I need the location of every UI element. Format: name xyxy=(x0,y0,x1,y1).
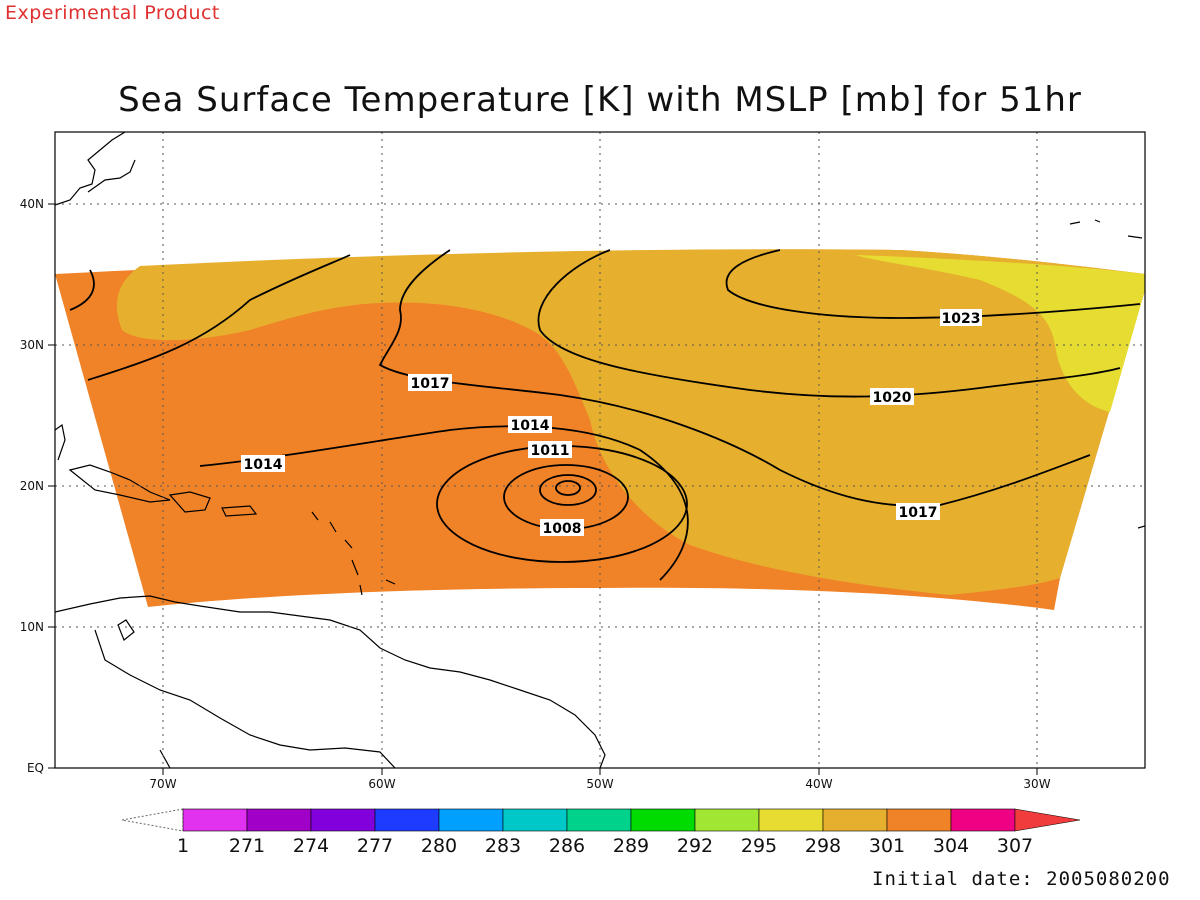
isobar-1023 xyxy=(725,249,1141,319)
y-tick-40n: 40N xyxy=(20,197,44,211)
south-america-coast xyxy=(55,595,606,768)
sst-region-301 xyxy=(116,249,1145,595)
colorbar-label: 295 xyxy=(741,835,777,857)
isobar-1020 xyxy=(537,249,1121,398)
small-islands-east xyxy=(1069,219,1145,529)
coastlines xyxy=(55,132,1145,768)
lesser-antilles xyxy=(311,511,396,596)
colorbar-cell xyxy=(822,808,888,832)
svg-text:1014: 1014 xyxy=(244,457,283,473)
colorbar-label: 286 xyxy=(549,835,585,857)
y-tick-30n: 30N xyxy=(20,338,44,352)
isobar-1005 xyxy=(539,474,597,506)
svg-text:1011: 1011 xyxy=(531,443,570,459)
colorbar-cell xyxy=(374,808,440,832)
colorbar-label: 289 xyxy=(613,835,649,857)
isobar-label-1023: 1023 xyxy=(940,309,982,327)
colorbar-cell xyxy=(694,808,760,832)
south-america-interior xyxy=(94,629,396,768)
axis-ticks xyxy=(48,203,1038,775)
colorbar-upper-arrow xyxy=(1014,808,1081,832)
lake-maracaibo xyxy=(117,619,135,641)
x-tick-40w: 40W xyxy=(805,777,832,791)
x-tick-70w: 70W xyxy=(149,777,176,791)
isobar-1002 xyxy=(555,480,581,496)
colorbar-label: 301 xyxy=(869,835,905,857)
colorbar-cells xyxy=(182,808,1016,832)
x-tick-30w: 30W xyxy=(1023,777,1050,791)
colorbar-label: 307 xyxy=(997,835,1033,857)
isobar-1017-mid xyxy=(378,249,1091,507)
y-tick-eq: EQ xyxy=(27,761,44,775)
svg-text:1017: 1017 xyxy=(899,505,938,521)
colorbar-cell xyxy=(950,808,1016,832)
colorbar-label: 298 xyxy=(805,835,841,857)
colorbar-cell xyxy=(630,808,696,832)
north-america-coast xyxy=(55,132,126,206)
isobar-edge-west xyxy=(69,269,95,311)
colorbar-lower-arrow xyxy=(121,808,184,832)
svg-text:1008: 1008 xyxy=(543,521,582,537)
colorbar-cell xyxy=(310,808,376,832)
isobar-label-1014-mid: 1014 xyxy=(508,416,552,434)
experimental-product-tag: Experimental Product xyxy=(5,2,220,24)
colorbar-cell xyxy=(886,808,952,832)
colorbar-label: 292 xyxy=(677,835,713,857)
isobar-1017-north xyxy=(87,254,351,381)
nova-scotia-coast xyxy=(87,159,136,193)
svg-text:1017: 1017 xyxy=(411,376,450,392)
colorbar-cell xyxy=(246,808,312,832)
isobar-label-1011: 1011 xyxy=(528,441,572,459)
colorbar-cell xyxy=(502,808,568,832)
colorbar-label: 277 xyxy=(357,835,393,857)
cuba-coast xyxy=(68,464,171,503)
florida-coast xyxy=(55,423,66,461)
grid-lines xyxy=(55,132,1145,768)
colorbar: 1 271 274 277 280 283 286 289 292 295 298 301 304 307 xyxy=(121,808,1081,857)
y-tick-10n: 10N xyxy=(20,620,44,634)
x-tick-60w: 60W xyxy=(368,777,395,791)
isobar-label-1020: 1020 xyxy=(870,388,914,406)
map-title: Sea Surface Temperature [K] with MSLP [m… xyxy=(118,80,1082,120)
colorbar-labels: 1 271 274 277 280 283 286 289 292 295 298 301 304 307 xyxy=(177,835,1033,857)
colorbar-label: 280 xyxy=(421,835,457,857)
y-tick-20n: 20N xyxy=(20,479,44,493)
initial-date: Initial date: 2005080200 xyxy=(872,868,1171,890)
colorbar-label: 1 xyxy=(177,835,189,857)
colorbar-label: 283 xyxy=(485,835,521,857)
colorbar-cell xyxy=(438,808,504,832)
colorbar-cell xyxy=(182,808,248,832)
isobar-label-1017-east: 1017 xyxy=(896,503,940,521)
isobar-label-1014-west: 1014 xyxy=(241,455,285,473)
colorbar-label: 304 xyxy=(933,835,969,857)
colorbar-cell xyxy=(758,808,824,832)
hispaniola-coast xyxy=(168,491,211,513)
svg-text:1020: 1020 xyxy=(873,390,912,406)
puerto-rico-coast xyxy=(221,505,258,517)
isobar-label-1017-west: 1017 xyxy=(408,374,452,392)
colorbar-cell xyxy=(566,808,632,832)
x-tick-50w: 50W xyxy=(586,777,613,791)
sst-region-298 xyxy=(855,255,1145,412)
svg-text:1023: 1023 xyxy=(942,311,981,327)
colorbar-label: 271 xyxy=(229,835,265,857)
svg-text:1014: 1014 xyxy=(511,418,550,434)
isobar-label-1008: 1008 xyxy=(540,519,584,537)
isobar-labels: 1023 1020 1017 1017 1014 1014 1011 1008 xyxy=(241,309,982,537)
colorbar-label: 274 xyxy=(293,835,329,857)
